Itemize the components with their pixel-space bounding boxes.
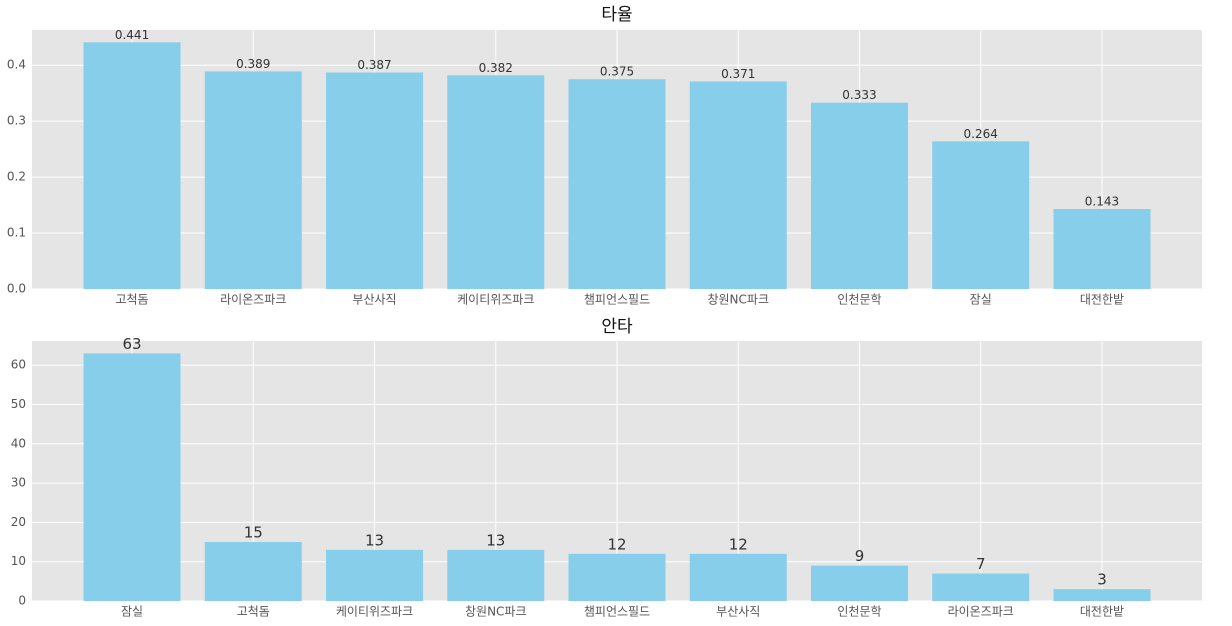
value-label: 3 <box>1097 571 1107 589</box>
value-label: 0.389 <box>236 57 270 71</box>
y-tick-label: 60 <box>11 358 26 372</box>
y-tick-label: 0.0 <box>7 282 26 296</box>
y-tick-label: 10 <box>11 554 26 568</box>
bar <box>326 72 424 289</box>
value-label: 15 <box>244 524 263 542</box>
bar <box>204 542 302 601</box>
bar <box>326 549 424 601</box>
bar <box>447 549 545 601</box>
value-label: 0.371 <box>721 67 755 81</box>
bar <box>83 353 181 601</box>
value-label: 0.264 <box>964 127 998 141</box>
x-tick-label: 인천문학 <box>837 292 881 307</box>
x-tick-label: 고척돔 <box>237 605 270 619</box>
value-label: 0.143 <box>1085 195 1119 209</box>
bar <box>1053 589 1151 601</box>
bar <box>810 565 908 601</box>
value-label: 13 <box>486 531 505 549</box>
x-tick-label: 부산사직 <box>352 293 396 307</box>
value-label: 9 <box>855 547 865 565</box>
x-tick-label: 잠실 <box>121 605 143 619</box>
bar <box>689 81 787 290</box>
y-tick-label: 0.4 <box>7 58 26 72</box>
bar <box>810 102 908 290</box>
y-tick-label: 0.2 <box>7 170 26 184</box>
bar <box>932 141 1030 289</box>
bar <box>83 42 181 289</box>
value-label: 13 <box>365 531 384 549</box>
x-tick-label: 케이티위즈파크 <box>457 293 534 307</box>
x-tick-label: 창원NC파크 <box>465 605 527 619</box>
y-tick-label: 0.1 <box>7 226 26 240</box>
value-label: 0.333 <box>842 88 876 102</box>
value-label: 0.441 <box>115 28 149 42</box>
x-tick-label: 챔피언스필드 <box>584 604 650 619</box>
x-tick-label: 케이티위즈파크 <box>336 605 413 619</box>
x-tick-label: 라이온즈파크 <box>220 293 286 307</box>
bar <box>932 573 1030 601</box>
value-label: 0.382 <box>479 61 513 75</box>
value-label: 12 <box>607 535 626 553</box>
bar <box>689 553 787 601</box>
bar <box>204 71 302 289</box>
value-label: 63 <box>122 335 141 353</box>
x-tick-label: 창원NC파크 <box>707 293 769 307</box>
bar <box>568 553 666 601</box>
value-label: 7 <box>976 555 986 573</box>
y-tick-label: 50 <box>11 397 26 411</box>
chart-title: 타율 <box>601 5 632 25</box>
x-tick-label: 대전한밭 <box>1080 293 1124 307</box>
y-tick-label: 30 <box>11 476 26 490</box>
y-tick-label: 40 <box>11 436 26 450</box>
chart-title: 안타 <box>601 317 633 337</box>
x-tick-label: 부산사직 <box>716 605 760 619</box>
bar <box>568 79 666 290</box>
x-tick-label: 챔피언스필드 <box>584 292 650 307</box>
value-label: 0.387 <box>357 58 391 72</box>
x-tick-label: 인천문학 <box>837 604 881 619</box>
y-tick-label: 0.3 <box>7 114 26 128</box>
y-tick-label: 20 <box>11 515 26 529</box>
x-tick-label: 잠실 <box>970 293 992 307</box>
y-tick-label: 0 <box>18 594 26 608</box>
x-tick-label: 고척돔 <box>115 293 148 307</box>
bar <box>447 75 545 290</box>
value-label: 12 <box>729 535 748 553</box>
x-tick-label: 대전한밭 <box>1080 605 1124 619</box>
bar <box>1053 209 1151 289</box>
value-label: 0.375 <box>600 65 634 79</box>
x-tick-label: 라이온즈파크 <box>948 605 1014 619</box>
